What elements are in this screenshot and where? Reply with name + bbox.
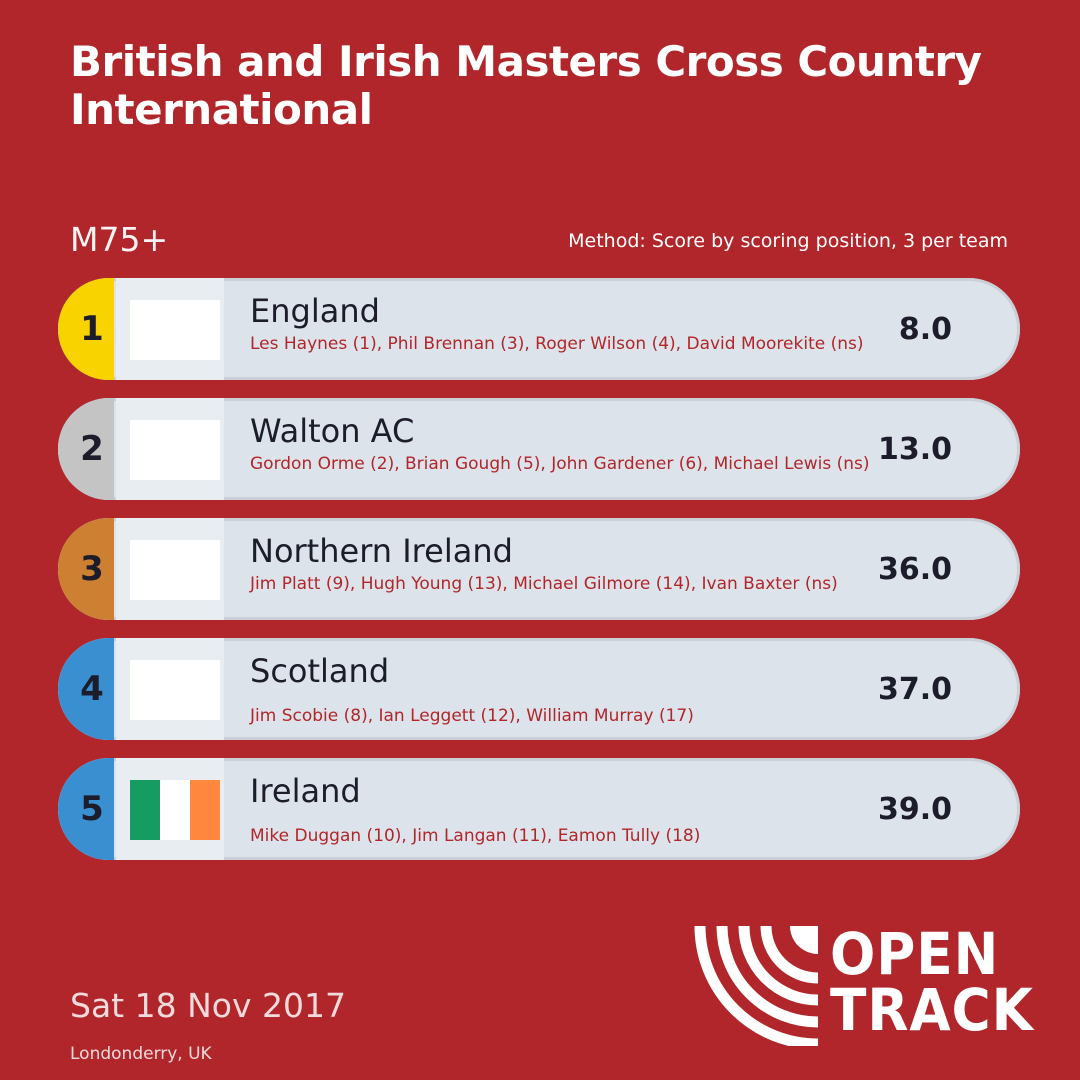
team-name: England (250, 292, 380, 330)
rank-badge: 3 (58, 518, 114, 620)
rank-badge: 1 (58, 278, 114, 380)
result-row: 4 Scotland Jim Scobie (8), Ian Leggett (12… (58, 638, 1020, 740)
team-name: Walton AC (250, 412, 415, 450)
team-score: 37.0 (877, 671, 952, 707)
team-name: Scotland (250, 652, 390, 690)
team-name: Northern Ireland (250, 532, 513, 570)
scoring-method: Method: Score by scoring position, 3 per… (568, 230, 1008, 252)
team-score: 13.0 (877, 431, 952, 467)
team-flag (130, 300, 220, 360)
rank-badge: 4 (58, 638, 114, 740)
result-row: 3 Northern Ireland Jim Platt (9), Hugh You… (58, 518, 1020, 620)
team-members: Gordon Orme (2), Brian Gough (5), John G… (250, 454, 870, 474)
event-date: Sat 18 Nov 2017 (70, 986, 346, 1025)
opentrack-logo-icon (694, 925, 819, 1050)
opentrack-logo-text: OPEN TRACK (830, 920, 1034, 1044)
team-score: 36.0 (877, 551, 952, 587)
team-flag (130, 660, 220, 720)
event-location: Londonderry, UK (70, 1044, 212, 1064)
rank-badge: 5 (58, 758, 114, 860)
team-members: Mike Duggan (10), Jim Langan (11), Eamon… (250, 826, 701, 846)
rank-badge: 2 (58, 398, 114, 500)
result-row: 5 Ireland Mike Duggan (10), Jim Langan (11… (58, 758, 1020, 860)
page-title: British and Irish Masters Cross Country … (70, 37, 982, 134)
team-name: Ireland (250, 772, 361, 810)
ireland-flag (130, 780, 220, 840)
team-score: 39.0 (877, 791, 952, 827)
team-members: Jim Platt (9), Hugh Young (13), Michael … (250, 574, 838, 594)
team-flag (130, 540, 220, 600)
team-flag (130, 420, 220, 480)
team-members: Jim Scobie (8), Ian Leggett (12), Willia… (250, 706, 694, 726)
result-row: 2 Walton AC Gordon Orme (2), Brian Gough (… (58, 398, 1020, 500)
result-row: 1 England Les Haynes (1), Phil Brennan (3)… (58, 278, 1020, 380)
opentrack-logo: OPEN TRACK (694, 920, 1044, 1050)
team-members: Les Haynes (1), Phil Brennan (3), Roger … (250, 334, 864, 354)
team-score: 8.0 (898, 311, 952, 347)
category-label: M75+ (70, 220, 169, 259)
